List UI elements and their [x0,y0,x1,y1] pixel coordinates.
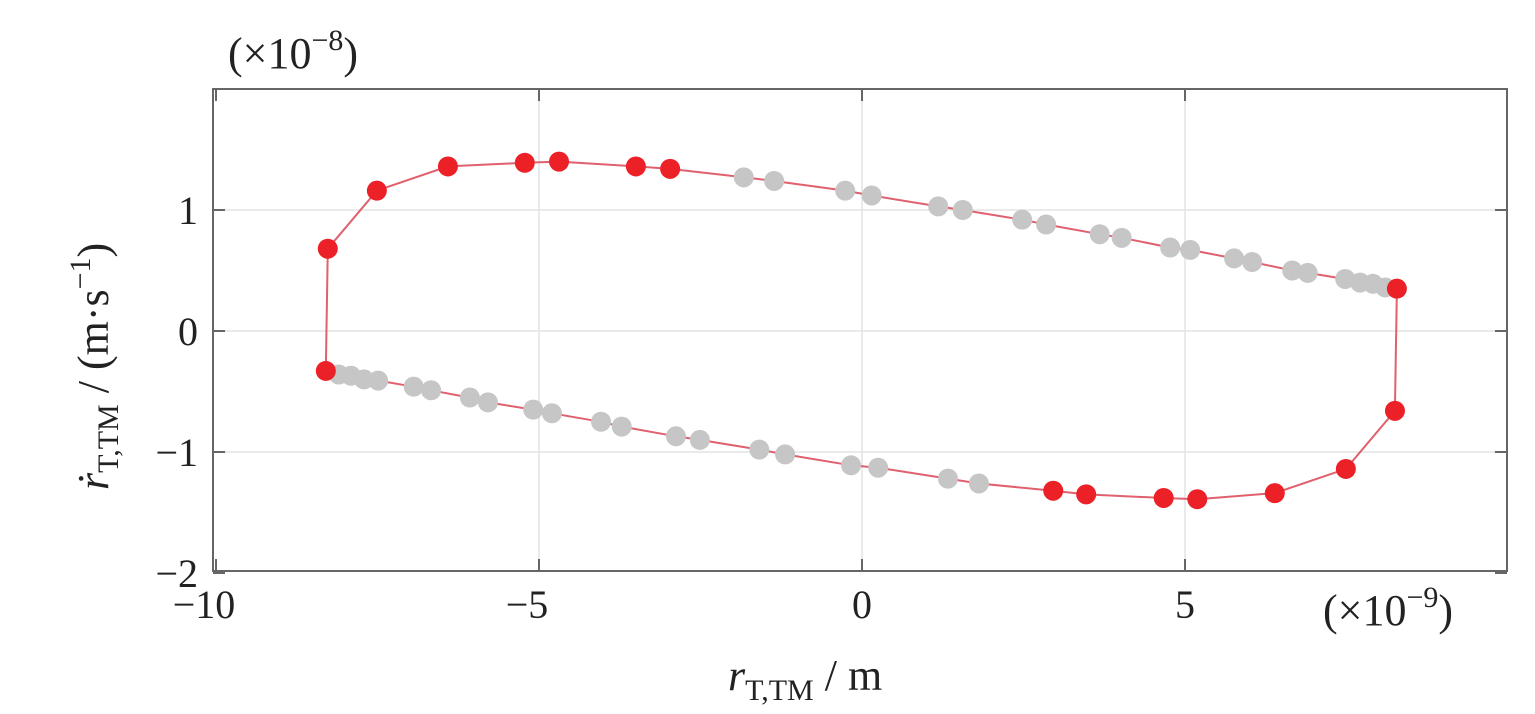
y-multiplier: (×10−8) [228,24,358,78]
gray-data-point [1089,224,1110,245]
y-tick-label: −1 [155,430,198,475]
red-data-point [1264,483,1285,504]
x-tick-label: 5 [1175,582,1195,627]
plot-frame [212,88,1508,572]
x-tick-label: 0 [852,582,872,627]
red-data-point [549,151,570,172]
red-data-point [1076,484,1097,505]
y-tick-label: 1 [178,188,198,233]
gray-data-point [1012,209,1033,230]
gray-data-point [459,387,480,408]
data-points [315,151,1407,510]
gray-data-point [421,380,442,401]
red-data-point [1386,278,1407,299]
gray-data-point [749,439,770,460]
red-data-point [514,152,535,173]
gray-data-point [591,411,612,432]
red-data-point [366,180,387,201]
gray-data-point [733,167,754,188]
red-data-point [1043,480,1064,501]
red-data-point [317,238,338,259]
gray-data-point [403,376,424,397]
gray-data-point [968,473,989,494]
gray-data-point [775,444,796,465]
red-data-point [1384,400,1405,421]
gray-data-point [1180,239,1201,260]
gray-data-point [611,416,632,437]
x-tick-label: −5 [506,582,549,627]
y-tick-label: 0 [178,309,198,354]
gray-data-point [952,200,973,220]
red-data-point [1187,489,1208,510]
x-axis-label: rT,TM / m [728,651,882,707]
red-data-point [1335,458,1356,479]
gray-data-point [1297,262,1318,283]
red-data-point [315,360,336,381]
gray-data-point [1242,252,1263,273]
x-tick-label: −10 [173,582,236,627]
red-data-point [660,158,681,179]
y-tick-label: −2 [155,551,198,596]
gray-data-point [541,403,562,424]
gray-data-point [477,392,498,413]
gray-data-point [835,180,856,201]
red-data-point [437,156,458,177]
gray-data-point [523,399,544,420]
gray-data-point [861,185,882,206]
gray-data-point [1036,214,1057,235]
gray-data-point [937,468,958,489]
gray-data-point [1160,237,1181,258]
gray-data-point [689,429,710,450]
red-data-point [625,156,646,177]
gray-data-point [1282,260,1303,281]
gray-data-point [868,457,889,478]
grid [213,89,1507,571]
gray-data-point [841,455,862,476]
y-axis-label: ṙT,TM / (m·s−1) [64,243,125,490]
gray-data-point [1224,248,1245,269]
ticks: −10 −5 0 510−1−2 [155,89,1507,627]
gray-data-point [665,426,686,447]
gray-data-point [1111,227,1132,248]
gray-data-point [764,170,785,191]
x-multiplier: (×10−9) [1323,581,1453,635]
red-data-point [1153,487,1174,508]
gray-data-point [928,196,949,217]
